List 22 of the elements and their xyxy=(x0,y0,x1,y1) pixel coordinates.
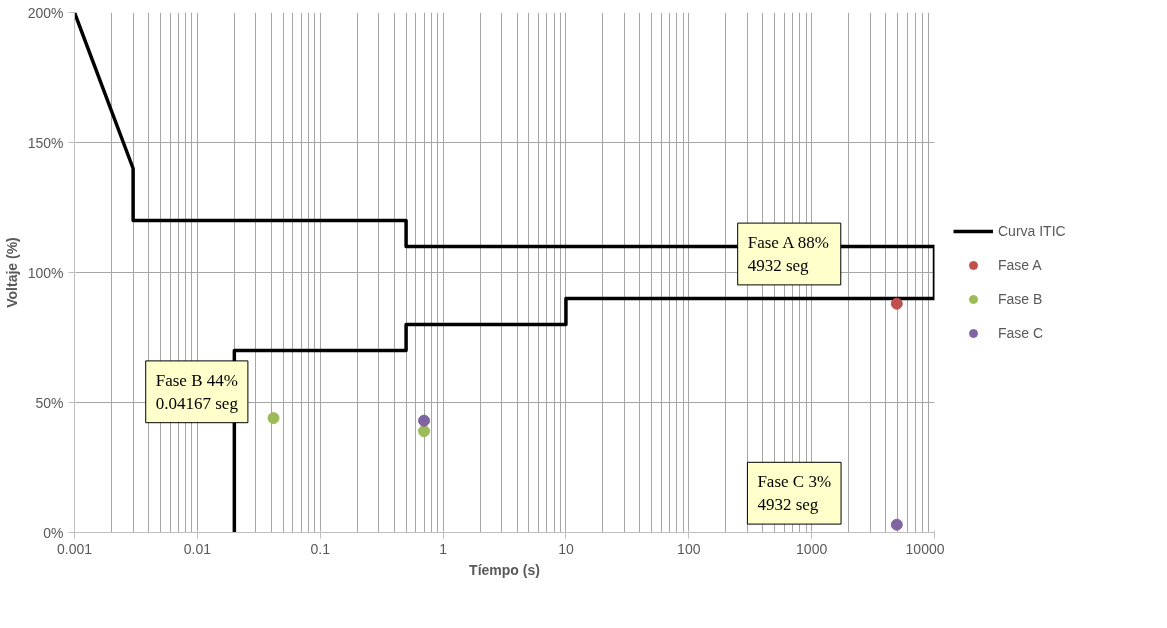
y-tick-label: 50% xyxy=(35,394,64,411)
x-tick-label: 1000 xyxy=(796,540,828,557)
x-tick-label: 1 xyxy=(439,540,448,557)
x-tick-label: 10000 xyxy=(905,540,945,557)
legend-label: Fase B xyxy=(998,291,1043,307)
x-tick-label: 0.001 xyxy=(56,540,93,557)
y-tick-label: 0% xyxy=(43,524,64,541)
legend-label: Curva ITIC xyxy=(998,223,1066,239)
y-axis-title: Voltaje (%) xyxy=(3,237,20,308)
y-tick-label: 150% xyxy=(27,134,64,151)
legend-label: Fase C xyxy=(998,325,1044,341)
x-tick-label: 10 xyxy=(558,540,574,557)
y-tick-label: 100% xyxy=(27,264,64,281)
x-axis-title: Tíempo (s) xyxy=(469,561,540,578)
annotation: Fase C 3% 4932 seg xyxy=(757,472,832,515)
y-tick-label: 200% xyxy=(27,4,64,21)
annotation: Fase B 44% 0.04167 seg xyxy=(155,370,239,413)
annotation: Fase A 88% 4932 seg xyxy=(747,233,829,275)
legend-label: Fase A xyxy=(998,257,1042,273)
x-tick-label: 0.01 xyxy=(183,540,212,557)
x-tick-label: 0.1 xyxy=(310,540,331,557)
x-tick-label: 100 xyxy=(677,540,701,557)
